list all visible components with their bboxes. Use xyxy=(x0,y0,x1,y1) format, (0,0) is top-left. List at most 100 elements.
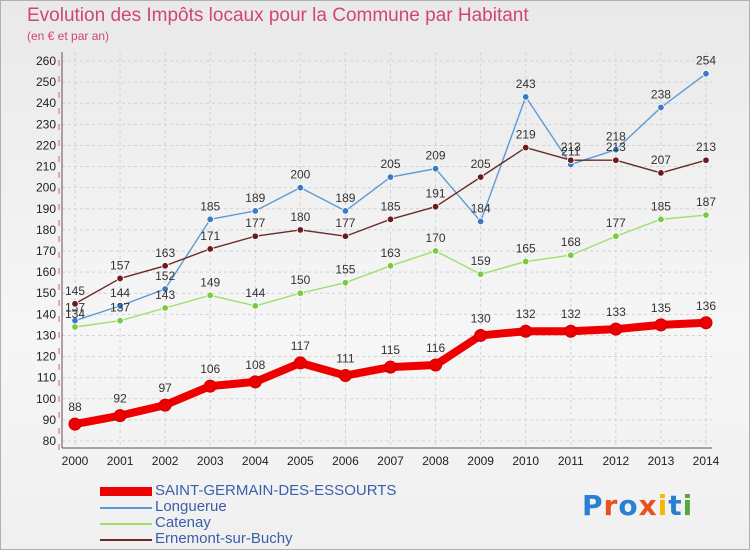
data-point xyxy=(296,289,305,297)
data-point xyxy=(341,278,350,287)
y-tick-label: 170 xyxy=(36,244,56,258)
data-point xyxy=(702,69,710,78)
data-label: 137 xyxy=(65,301,85,315)
data-label: 218 xyxy=(606,130,626,144)
data-point xyxy=(384,360,397,374)
data-point xyxy=(116,274,124,283)
y-tick-label: 110 xyxy=(37,371,56,385)
data-point xyxy=(158,398,172,412)
data-point xyxy=(474,328,488,342)
data-point xyxy=(612,145,620,154)
data-label: 243 xyxy=(516,77,536,91)
data-point xyxy=(431,164,440,173)
legend-label: Catenay xyxy=(155,514,211,531)
data-label: 184 xyxy=(471,201,491,215)
data-point xyxy=(567,251,575,259)
data-label: 132 xyxy=(561,307,581,321)
legend-swatch xyxy=(100,523,152,525)
x-tick-label: 2001 xyxy=(107,454,134,468)
data-label: 177 xyxy=(245,216,265,230)
data-point xyxy=(206,291,214,300)
data-point xyxy=(612,156,620,164)
x-tick-label: 2002 xyxy=(152,454,179,468)
proxiti-logo: Proxiti xyxy=(582,489,694,522)
data-label: 136 xyxy=(696,299,716,313)
data-point xyxy=(522,93,530,101)
data-point xyxy=(386,173,395,181)
data-point xyxy=(251,232,259,240)
legend-swatch xyxy=(100,487,152,496)
axes: 8090100110120130140150160170180190200210… xyxy=(36,52,720,468)
data-point xyxy=(206,215,214,224)
data-label: 108 xyxy=(245,358,265,372)
data-point xyxy=(386,262,395,270)
data-label: 117 xyxy=(291,339,310,353)
y-tick-label: 100 xyxy=(36,392,56,406)
data-point xyxy=(699,316,713,330)
data-point xyxy=(68,417,82,431)
data-label: 157 xyxy=(110,258,130,272)
y-tick-label: 180 xyxy=(36,223,56,237)
data-label: 177 xyxy=(606,216,626,230)
data-point xyxy=(248,375,262,389)
data-label: 238 xyxy=(651,87,671,101)
x-tick-label: 2014 xyxy=(693,454,720,468)
data-label: 185 xyxy=(380,199,400,213)
series-longuerue: 1371441521851892001892052091842432112182… xyxy=(65,54,716,325)
data-label: 137 xyxy=(110,301,130,315)
y-tick-label: 120 xyxy=(36,350,56,364)
data-point xyxy=(612,232,620,240)
data-label: 145 xyxy=(65,284,85,298)
data-point xyxy=(431,202,440,211)
data-point xyxy=(657,103,665,112)
data-point xyxy=(564,324,578,338)
data-label: 150 xyxy=(290,273,310,287)
data-point xyxy=(71,323,79,331)
data-point xyxy=(476,173,485,181)
data-point xyxy=(113,409,127,423)
x-tick-label: 2005 xyxy=(287,454,314,468)
x-tick-label: 2006 xyxy=(332,454,359,468)
x-tick-label: 2011 xyxy=(558,454,584,468)
data-point xyxy=(429,358,443,372)
y-tick-label: 210 xyxy=(36,160,56,174)
data-label: 170 xyxy=(426,231,446,245)
data-label: 171 xyxy=(200,229,220,243)
y-tick-label: 150 xyxy=(36,286,56,300)
data-point xyxy=(203,379,217,393)
legend-label: Longuerue xyxy=(155,498,227,515)
data-label: 254 xyxy=(696,54,716,68)
data-point xyxy=(609,322,623,336)
legend-swatch xyxy=(100,539,152,541)
data-label: 191 xyxy=(426,187,446,201)
x-tick-label: 2000 xyxy=(62,454,89,468)
y-tick-label: 260 xyxy=(36,54,56,68)
data-point xyxy=(657,169,665,177)
data-point xyxy=(293,356,307,370)
y-tick-label: 250 xyxy=(36,75,56,89)
chart-subtitle: (en € et par an) xyxy=(27,29,110,43)
x-tick-label: 2013 xyxy=(648,454,675,468)
data-label: 177 xyxy=(335,216,355,230)
data-label: 143 xyxy=(155,288,175,302)
x-tick-label: 2008 xyxy=(422,454,449,468)
data-label: 92 xyxy=(113,392,127,406)
y-tick-label: 140 xyxy=(36,307,56,321)
data-point xyxy=(116,302,124,310)
data-label: 152 xyxy=(155,269,175,283)
data-point xyxy=(519,324,533,338)
y-tick-label: 200 xyxy=(36,181,56,195)
data-point xyxy=(206,245,214,253)
data-label: 111 xyxy=(336,352,355,366)
y-tick-label: 240 xyxy=(36,96,56,110)
data-label: 180 xyxy=(290,210,310,224)
y-tick-label: 220 xyxy=(36,138,56,152)
data-point xyxy=(654,318,668,332)
data-label: 205 xyxy=(380,157,400,171)
legend-swatch xyxy=(100,507,152,509)
chart-title: Evolution des Impôts locaux pour la Comm… xyxy=(27,5,529,26)
data-label: 88 xyxy=(68,400,82,414)
